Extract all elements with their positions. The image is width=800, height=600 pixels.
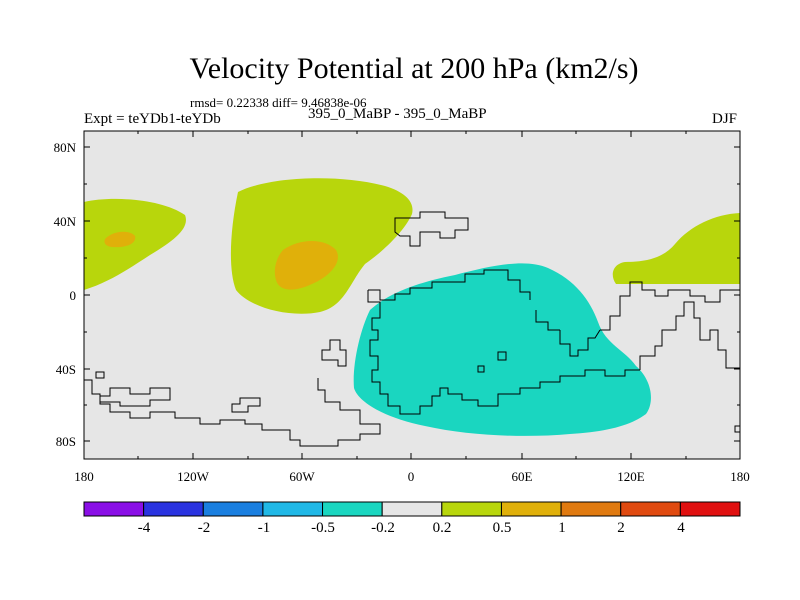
colorbar-box	[143, 501, 204, 517]
colorbar-label: 4	[677, 520, 685, 536]
colorbar-label: -0.5	[311, 520, 335, 536]
colorbar-box	[500, 501, 562, 517]
lat-label-40s: 40S	[56, 362, 76, 377]
plot-title: Velocity Potential at 200 hPa (km2/s)	[189, 52, 639, 85]
colorbar-box	[322, 501, 383, 517]
lat-label-80s: 80S	[56, 434, 76, 449]
colorbar-label: -1	[258, 520, 271, 536]
colorbar-label: 0.5	[493, 520, 512, 536]
lon-label-60e: 60E	[512, 469, 533, 484]
experiment-label: Expt = teYDb1-teYDb	[84, 111, 221, 127]
colorbar-box	[679, 501, 741, 517]
positive-region-north-atlantic-core	[274, 241, 338, 290]
lat-label-0: 0	[70, 288, 77, 303]
lat-label-80n: 80N	[54, 140, 77, 155]
lon-label-60w: 60W	[289, 469, 315, 484]
colorbar-label: 2	[617, 520, 625, 536]
positive-region-north-pacific	[84, 198, 186, 290]
lat-label-40n: 40N	[54, 214, 77, 229]
colorbar-label: -0.2	[371, 520, 395, 536]
colorbar	[83, 501, 741, 517]
colorbar-box	[381, 501, 443, 517]
latitude-labels: 80N 40N 0 40S 80S	[54, 140, 77, 449]
colorbar-box	[83, 501, 145, 517]
lon-label-120w: 120W	[177, 469, 210, 484]
colorbar-label: 0.2	[433, 520, 452, 536]
lon-label-120e: 120E	[617, 469, 645, 484]
contour-fills	[84, 178, 740, 436]
colorbar-label: 1	[558, 520, 566, 536]
positive-region-east-asia	[612, 213, 740, 284]
map-ticks	[84, 131, 740, 459]
colorbar-label: -2	[198, 520, 211, 536]
colorbar-box	[441, 501, 502, 517]
lon-label-0: 0	[408, 469, 415, 484]
longitude-labels: 180 120W 60W 0 60E 120E 180	[74, 469, 750, 484]
positive-region-north-pacific-core	[104, 231, 136, 248]
colorbar-box	[262, 501, 324, 517]
negative-region-africa-indian-ocean	[353, 263, 651, 436]
colorbar-box	[560, 501, 622, 517]
colorbar-label: -4	[138, 520, 151, 536]
stats-label: rmsd= 0.22338 diff= 9.46838e-06	[190, 95, 367, 110]
colorbar-labels: -4 -2 -1 -0.5 -0.2 0.2 0.5 1 2 4	[138, 520, 686, 536]
lon-label-180w: 180	[74, 469, 94, 484]
coastlines	[84, 211, 740, 447]
season-label: DJF	[712, 111, 738, 127]
colorbar-box	[202, 501, 264, 517]
lon-label-180e: 180	[730, 469, 750, 484]
colorbar-box	[620, 501, 681, 517]
run-comparison-label: 395_0_MaBP - 395_0_MaBP	[308, 106, 487, 122]
